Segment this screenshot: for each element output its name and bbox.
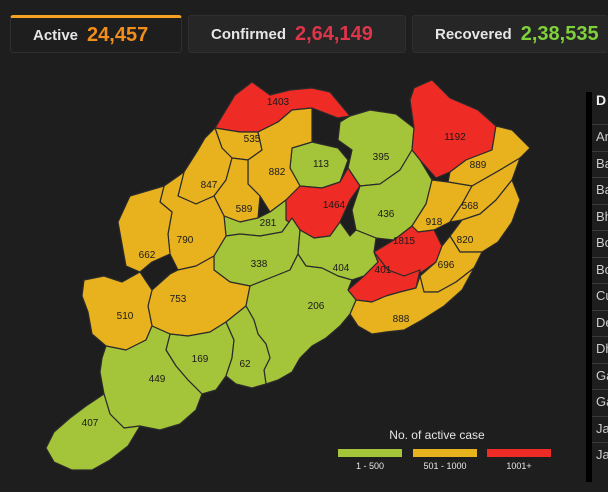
table-row[interactable]: Cu — [596, 288, 608, 303]
stats-tab-bar: Active 24,457 Confirmed 2,64,149 Recover… — [0, 0, 608, 58]
table-row-divider — [592, 124, 608, 125]
table-row-divider — [592, 203, 608, 205]
district-count-label: 1815 — [393, 236, 416, 247]
table-row[interactable]: Ga — [596, 394, 608, 409]
district-count-label: 395 — [373, 152, 390, 163]
district-count-label: 847 — [201, 180, 218, 191]
district-count-label: 1403 — [267, 97, 290, 108]
table-row[interactable]: Bo — [596, 235, 608, 250]
map-legend: No. of active case 1 - 500 501 - 1000 10… — [338, 428, 551, 471]
table-row[interactable]: Bh — [596, 208, 608, 224]
district-count-label: 407 — [82, 418, 99, 429]
legend-swatch-mid — [413, 449, 477, 457]
table-row-divider — [592, 256, 608, 258]
district-count-label: 696 — [438, 260, 455, 271]
table-row-divider — [592, 336, 608, 337]
district-count-label: 1464 — [323, 200, 346, 211]
table-row[interactable]: Bo — [596, 261, 608, 277]
legend-label-high: 1001+ — [506, 461, 531, 471]
district-region[interactable] — [411, 179, 473, 233]
district-region[interactable] — [349, 267, 475, 335]
district-count-label: 338 — [251, 259, 268, 270]
district-count-label: 404 — [333, 263, 350, 274]
district-count-label: 918 — [426, 217, 443, 228]
table-row-divider — [592, 283, 608, 284]
district-count-label: 436 — [378, 209, 395, 220]
table-row-divider — [592, 150, 608, 152]
district-count-label: 281 — [260, 218, 277, 229]
district-count-label: 820 — [457, 235, 474, 246]
tab-recovered-label: Recovered — [435, 25, 512, 43]
table-row-divider — [592, 362, 608, 364]
district-count-label: 449 — [149, 374, 166, 385]
district-count-label: 510 — [117, 311, 134, 322]
table-row-divider — [592, 442, 608, 443]
tab-active[interactable]: Active 24,457 — [10, 15, 182, 53]
district-region[interactable] — [225, 305, 271, 389]
district-count-label: 169 — [192, 354, 209, 365]
table-row[interactable]: Ba — [596, 155, 608, 171]
district-region[interactable] — [117, 185, 173, 273]
district-count-label: 401 — [375, 265, 392, 276]
odisha-district-map: 1403 535 113 395 1192 889 847 882 589 281 1464 436 9… — [45, 79, 551, 471]
district-count-label: 1192 — [444, 132, 466, 143]
district-count-label: 753 — [170, 294, 187, 305]
table-row[interactable]: Ja — [596, 447, 608, 462]
legend-title: No. of active case — [389, 428, 485, 442]
district-count-label: 535 — [244, 134, 261, 145]
district-count-label: 662 — [139, 250, 156, 261]
table-row-divider — [592, 230, 608, 231]
district-count-label: 113 — [313, 159, 329, 170]
table-row-divider — [592, 415, 608, 417]
table-row-divider — [592, 389, 608, 390]
tab-confirmed-label: Confirmed — [211, 25, 286, 43]
district-count-label: 882 — [269, 167, 286, 178]
district-count-label: 589 — [236, 204, 253, 215]
district-count-label: 62 — [239, 359, 251, 370]
table-row-divider — [592, 177, 608, 178]
district-count-label: 206 — [308, 301, 325, 312]
table-row[interactable]: Ga — [596, 367, 608, 383]
tab-confirmed[interactable]: Confirmed 2,64,149 — [188, 15, 406, 53]
district-region[interactable] — [45, 393, 141, 471]
table-row[interactable]: Ar — [596, 129, 608, 144]
table-row[interactable]: Dh — [596, 341, 608, 356]
legend-swatch-low — [338, 449, 402, 457]
legend-label-mid: 501 - 1000 — [423, 461, 466, 471]
legend-label-low: 1 - 500 — [356, 461, 384, 471]
district-count-label: 888 — [393, 314, 410, 325]
tab-recovered-value: 2,38,535 — [520, 22, 599, 45]
table-row[interactable]: Ja — [596, 420, 608, 436]
table-row-divider — [592, 309, 608, 311]
tab-active-value: 24,457 — [87, 23, 149, 46]
table-row[interactable]: Ba — [596, 182, 608, 197]
legend-swatch-high — [487, 449, 551, 457]
district-count-label: 568 — [462, 201, 479, 212]
tab-recovered[interactable]: Recovered 2,38,535 — [412, 15, 608, 53]
table-header-district: D — [596, 92, 607, 108]
tab-confirmed-value: 2,64,149 — [295, 22, 373, 45]
tab-active-label: Active — [33, 26, 79, 44]
district-table: D Ar Ba Ba Bh Bo Bo Cu De Dh Ga Ga Ja Ja — [586, 92, 608, 482]
district-count-label: 790 — [177, 235, 194, 246]
district-count-label: 889 — [470, 160, 487, 171]
table-row[interactable]: De — [596, 314, 608, 330]
table-scrollbar[interactable] — [586, 92, 592, 482]
